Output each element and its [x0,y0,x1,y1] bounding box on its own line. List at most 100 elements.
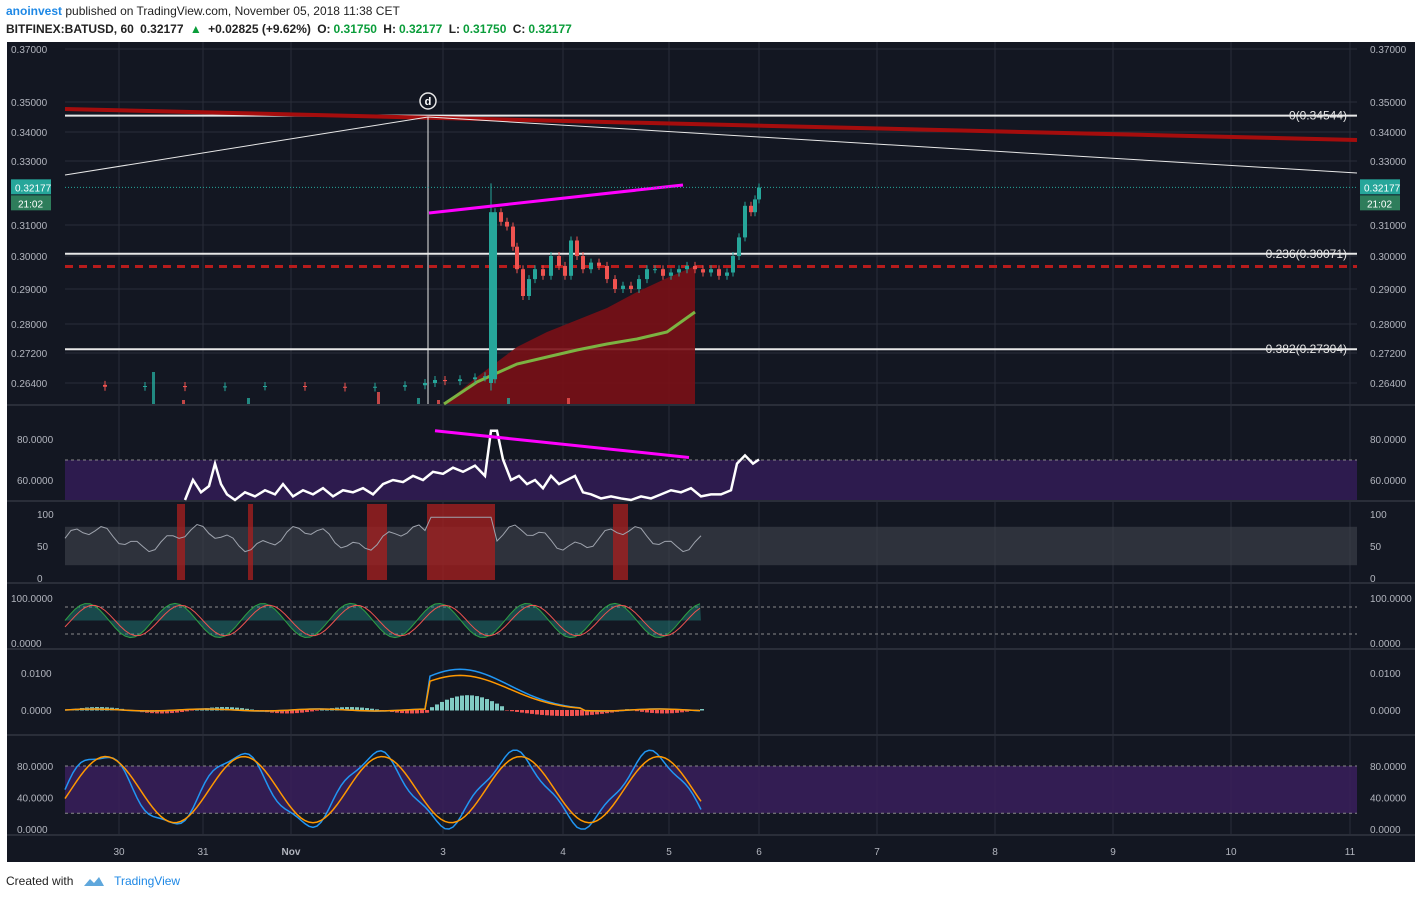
oscillator-axis-label-right: 100 [1370,510,1387,521]
macd-histogram-bar [305,710,309,713]
macd-histogram-bar [365,708,369,711]
candle-body [303,386,307,387]
macd-histogram-bar [290,710,294,714]
tradingview-link[interactable]: TradingView [114,874,181,888]
time-axis-label: 10 [1225,847,1237,858]
candle-body [701,269,705,273]
macd-histogram-bar [560,710,564,717]
macd-histogram-bar [425,710,429,713]
candle-body [757,187,761,200]
stochastic-axis-label-left: 40.0000 [17,794,54,805]
countdown-badge [1360,195,1400,211]
close-value: 0.32177 [528,22,572,36]
publisher-name[interactable]: anoinvest [6,4,63,18]
price-axis-label-left: 0.26400 [11,379,48,390]
last-price-label: 0.32177 [15,183,52,194]
last-price: 0.32177 [140,22,184,36]
volume-bar [182,400,185,404]
candle-body [511,226,515,247]
stochastic-axis-label-left: 0.0000 [17,825,48,836]
macd-histogram-bar [190,710,194,711]
macd-axis-label-right: 0.0000 [1370,706,1401,717]
overbought-highlight [613,504,628,580]
price-axis-label-left: 0.34000 [11,128,48,139]
rsi-axis-label-right: 80.0000 [1370,435,1407,446]
macd-histogram-bar [445,699,449,711]
macd-histogram-bar [670,710,674,714]
macd-histogram-bar [665,710,669,714]
price-axis-label-left: 0.31000 [11,221,48,232]
stochastic-axis-label-right: 40.0000 [1370,794,1407,805]
candle-body [458,379,462,382]
macd-histogram-bar [655,710,659,714]
candle-body [505,221,509,227]
stochastic-d-line [64,755,702,824]
time-axis-label: 6 [756,847,762,858]
candle-body [569,240,573,276]
macd-histogram-bar [640,710,644,712]
stochastic-axis-label-left: 80.0000 [17,762,54,773]
macd-histogram-bar [250,709,254,711]
macd-histogram-bar [430,707,434,711]
macd-histogram-bar [470,695,474,711]
candle-body [143,386,147,387]
macd-histogram-bar [355,707,359,711]
candle-body [549,256,553,276]
up-arrow-icon: ▲ [189,22,202,36]
time-axis-label: 3 [440,847,446,858]
macd-histogram-bar [395,710,399,713]
macd-histogram-bar [180,710,184,713]
oscillator-band [65,526,1357,566]
macd-histogram-bar [240,708,244,711]
macd-histogram-bar [585,710,589,716]
overbought-highlight [248,504,253,580]
macd-histogram-bar [565,710,569,717]
candle-body [737,237,741,256]
macd-histogram-bar [400,710,404,714]
price-axis-label-right: 0.26400 [1370,379,1407,390]
macd-histogram-bar [580,710,584,716]
price-axis-label-right: 0.31000 [1370,221,1407,232]
macd-histogram-bar [650,710,654,713]
macd-histogram-bar [570,710,574,716]
stoch-rsi-axis-label-right: 100.0000 [1370,594,1412,605]
oscillator-line [64,516,702,553]
macd-histogram-bar [165,710,169,714]
macd-histogram-bar [475,696,479,711]
macd-histogram-bar [185,710,189,712]
overbought-highlight [367,504,387,580]
stoch-rsi-axis-label-right: 0.0000 [1370,639,1401,650]
low-value: 0.31750 [463,22,507,36]
macd-histogram-bar [230,707,234,711]
bearish-divergence-rsi-line [434,429,690,459]
candle-body [709,269,713,273]
macd-histogram-bar [590,710,594,715]
candle-body [597,262,601,266]
candle-body [589,262,593,270]
symbol-label: BITFINEX:BATUSD, 60 [6,22,134,36]
price-axis-label-left: 0.27200 [11,349,48,360]
time-axis-label: 4 [560,847,566,858]
volume-bar [437,400,440,404]
chart-canvas[interactable]: 0.37000 0.37000 0.35000 0.35000 0.34000 0.340… [7,42,1415,862]
candle-body [541,269,545,276]
pattern-point-d-icon [419,92,437,110]
macd-histogram-bar [285,710,289,714]
time-axis-label: 5 [666,847,672,858]
countdown-label: 21:02 [18,199,43,210]
macd-histogram-bar [545,710,549,716]
macd-histogram-bar [555,710,559,716]
macd-histogram-bar [225,707,229,711]
macd-histogram-bar [235,707,239,711]
candle-body [575,240,579,256]
candle-body [677,269,681,273]
close-label: C: [512,22,526,36]
overbought-highlight [427,504,495,580]
candle-body [629,285,633,289]
macd-histogram-bar [435,704,439,711]
macd-axis-label-right: 0.0100 [1370,669,1401,680]
macd-histogram-bar [295,710,299,714]
oscillator-axis-label-right: 0 [1370,574,1376,585]
low-label: L: [448,22,461,36]
macd-axis-label-left: 0.0000 [21,706,52,717]
